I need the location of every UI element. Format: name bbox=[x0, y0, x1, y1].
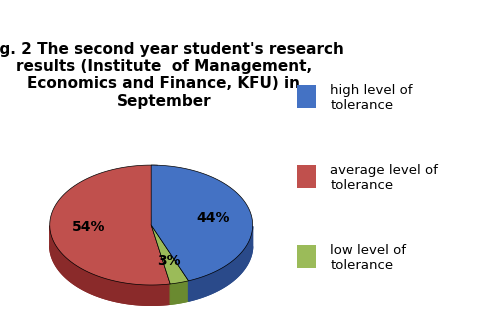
FancyBboxPatch shape bbox=[296, 165, 316, 188]
Text: low level of
tolerance: low level of tolerance bbox=[331, 244, 406, 272]
Polygon shape bbox=[50, 165, 170, 285]
Polygon shape bbox=[170, 281, 188, 304]
Polygon shape bbox=[151, 225, 188, 284]
Polygon shape bbox=[188, 226, 253, 301]
Polygon shape bbox=[151, 245, 188, 304]
Polygon shape bbox=[151, 165, 253, 281]
Polygon shape bbox=[151, 225, 170, 304]
Text: average level of
tolerance: average level of tolerance bbox=[331, 164, 438, 192]
Polygon shape bbox=[151, 245, 253, 301]
Polygon shape bbox=[151, 225, 188, 301]
Text: high level of
tolerance: high level of tolerance bbox=[331, 84, 413, 112]
FancyBboxPatch shape bbox=[296, 85, 316, 108]
Text: 54%: 54% bbox=[72, 220, 105, 234]
Polygon shape bbox=[50, 245, 170, 305]
Text: 44%: 44% bbox=[196, 211, 230, 225]
Polygon shape bbox=[151, 225, 170, 304]
FancyBboxPatch shape bbox=[296, 245, 316, 268]
Text: 3%: 3% bbox=[157, 254, 180, 268]
Polygon shape bbox=[50, 226, 170, 305]
Text: Fig. 2 The second year student's research
results (Institute  of Management,
Eco: Fig. 2 The second year student's researc… bbox=[0, 41, 344, 109]
Polygon shape bbox=[151, 225, 188, 301]
